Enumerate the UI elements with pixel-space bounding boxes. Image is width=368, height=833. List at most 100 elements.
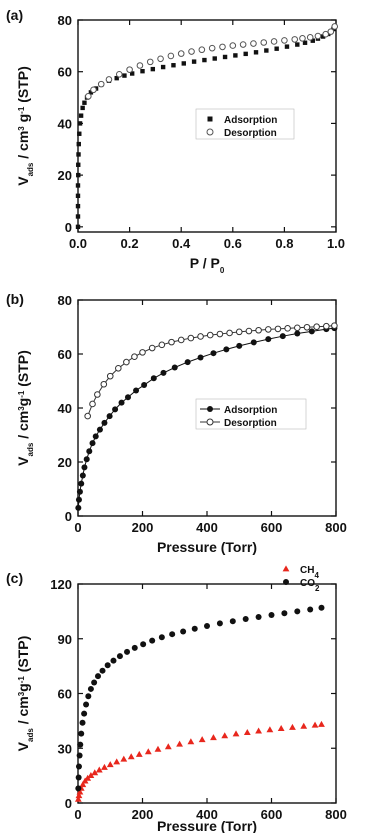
data-point (274, 46, 279, 51)
data-point (92, 433, 99, 440)
data-point (86, 448, 93, 455)
data-point (243, 51, 248, 57)
data-point (75, 203, 81, 209)
data-point (310, 38, 315, 43)
data-point (95, 766, 103, 773)
data-point (222, 54, 228, 60)
data-point (294, 330, 301, 337)
data-point (131, 644, 138, 651)
data-point (99, 667, 106, 674)
data-point (91, 679, 98, 686)
data-point (140, 641, 147, 648)
data-point (104, 662, 111, 669)
data-point (232, 730, 240, 737)
data-point (75, 504, 82, 511)
data-point (226, 329, 233, 337)
data-point (91, 769, 99, 776)
data-point (94, 391, 101, 398)
data-point (187, 334, 195, 342)
data-point (75, 792, 83, 799)
plot-frame (77, 19, 337, 233)
data-point (320, 34, 326, 39)
legend-marker (207, 406, 213, 412)
data-point (197, 333, 204, 340)
data-point (136, 62, 144, 69)
x-tick-label: 1.0 (327, 236, 345, 251)
data-point (77, 131, 82, 136)
data-point (302, 40, 308, 45)
x-tick-label: 0.0 (69, 236, 87, 251)
data-point (89, 440, 96, 447)
legend-label: CH4 (300, 565, 319, 580)
data-point (198, 736, 206, 743)
data-point (112, 406, 119, 413)
x-tick-label: 400 (196, 807, 218, 822)
data-point (323, 322, 330, 330)
chart-panel-3: (c) 0 200 400 600 800 0 30 60 90 120 Pressure (Torr… (6, 565, 347, 833)
legend-box (195, 398, 307, 430)
data-point (250, 40, 257, 47)
data-point (135, 750, 143, 757)
data-point (204, 622, 210, 629)
data-point (87, 772, 95, 779)
data-point (318, 604, 325, 611)
data-point (80, 105, 85, 111)
data-point (270, 38, 278, 45)
data-point (146, 58, 154, 66)
data-point (255, 326, 262, 334)
data-point (180, 628, 187, 635)
chart-panel-1: (a) 0.0 0.2 0.4 0.6 0.8 1.0 0 20 40 60 80 P / P0 Vads… (6, 7, 345, 275)
data-point (158, 634, 165, 641)
x-tick-label: 0.8 (275, 236, 293, 251)
data-point (202, 57, 207, 63)
data-point (87, 685, 94, 692)
data-point (83, 456, 90, 463)
legend-marker (206, 128, 214, 136)
data-point (81, 710, 88, 717)
data-point (79, 781, 87, 788)
data-point (308, 328, 315, 335)
data-point (187, 738, 195, 745)
data-point (124, 394, 131, 401)
data-point (106, 761, 114, 768)
y-axis-title: Vads / cm3 g-1 (STP) (15, 66, 35, 186)
data-point (219, 43, 226, 51)
data-point (294, 324, 301, 332)
data-point (260, 39, 268, 46)
data-point (191, 625, 198, 632)
legend-marker (282, 565, 290, 572)
data-point (97, 80, 105, 88)
data-point (284, 325, 291, 332)
data-point (242, 616, 249, 623)
legend: Adsorption Desorption (195, 398, 307, 430)
data-point (150, 375, 157, 382)
data-point (158, 341, 166, 349)
y-tick-label: 30 (58, 741, 72, 756)
data-point (75, 496, 82, 503)
data-point (77, 121, 83, 126)
data-point (127, 753, 135, 760)
x-tick-label: 600 (261, 807, 283, 822)
panel-label: (b) (6, 291, 24, 307)
legend-marker (207, 116, 213, 122)
data-point (157, 55, 164, 63)
data-point (210, 350, 217, 357)
data-point (268, 612, 275, 619)
x-tick-label: 0 (74, 520, 81, 535)
data-point (90, 86, 97, 94)
legend-label: Desorption (224, 128, 277, 139)
y-tick-label: 80 (58, 13, 72, 28)
data-point (78, 113, 84, 118)
data-point (229, 618, 236, 625)
data-point (265, 336, 272, 343)
data-point (94, 673, 101, 680)
data-point (75, 785, 82, 792)
data-point (167, 52, 175, 60)
data-point (110, 657, 117, 664)
data-point (88, 90, 94, 95)
data-point (82, 100, 87, 105)
data-point (106, 413, 113, 420)
data-point (76, 162, 81, 167)
data-point (255, 727, 262, 734)
data-point (289, 723, 296, 730)
